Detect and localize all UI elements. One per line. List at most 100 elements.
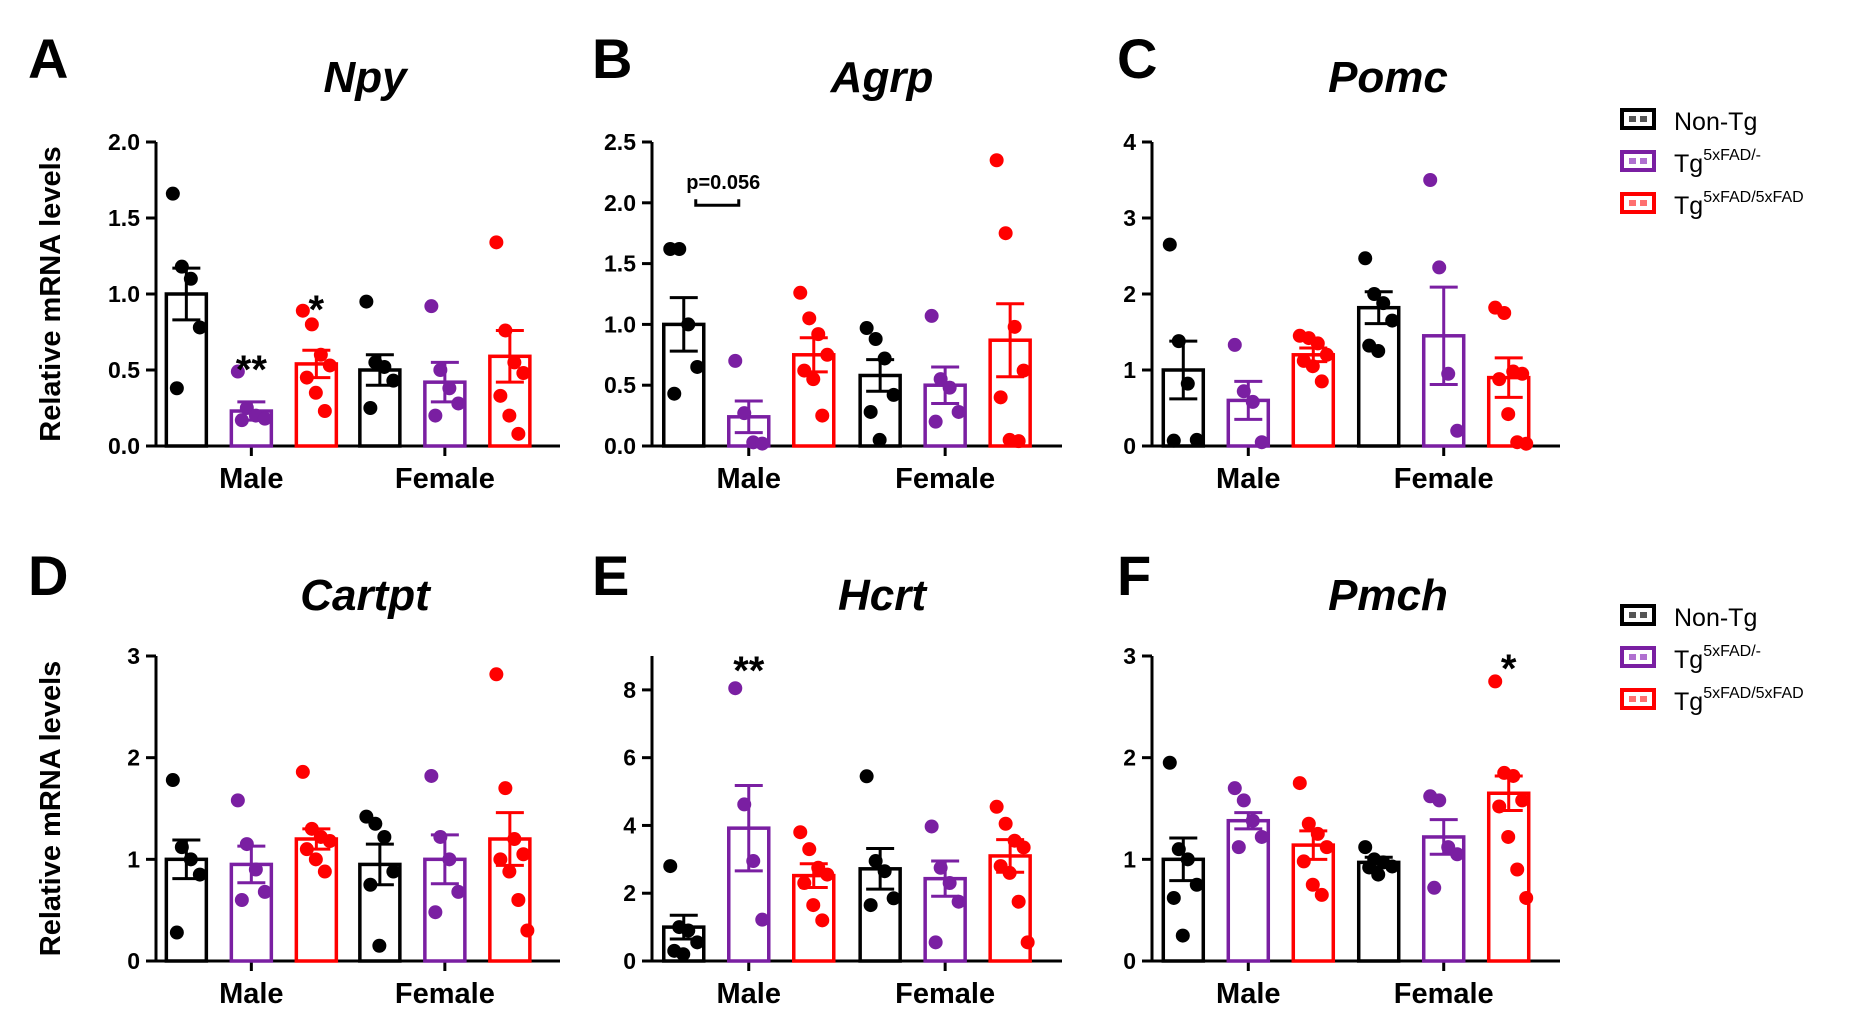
data-point [363,401,378,415]
data-point [507,355,522,370]
data-point [1254,435,1269,450]
data-point [928,414,943,429]
data-point [230,364,245,379]
data-point [928,935,943,950]
legends: Non-TgTg5xFAD/-Tg5xFAD/5xFADNon-TgTg5xFA… [1620,108,1804,716]
legend-swatch-fill [1640,654,1647,660]
y-tick-label: 1.5 [604,251,636,277]
data-point [872,432,887,447]
x-tick-label: Female [395,463,495,495]
data-point [820,867,835,882]
data-point [1310,336,1325,351]
data-point [797,363,812,378]
bar [1356,305,1401,448]
y-tick-label: 3 [127,643,140,669]
data-point [1166,890,1181,905]
y-tick-label: 2 [623,880,636,906]
data-point [1358,840,1373,855]
y-tick-label: 1 [1123,846,1136,872]
legend-swatch-fill [1640,116,1647,122]
panel-label: E [592,544,629,607]
legend-label-superscript: 5xFAD/5xFAD [1703,189,1803,206]
annotation-bracket [694,199,741,207]
data-point [1245,813,1260,828]
data-point [877,864,892,879]
data-point [806,898,821,913]
data-point [755,436,770,451]
data-point [1515,366,1530,381]
panel-title: Hcrt [838,571,928,620]
data-point [1371,344,1386,358]
data-point [1227,337,1242,352]
panel-a: A Npy Relative mRNA levels 0.0 0.5 1.0 1.5 2.0 M… [28,27,560,495]
data-point [520,923,535,938]
data-point [451,884,466,899]
y-tick-label: 0.5 [108,357,140,383]
data-point [1189,432,1204,447]
data-point [998,226,1013,241]
data-point [942,380,957,395]
data-point [1385,313,1400,328]
data-point [516,847,531,862]
data-point [1501,829,1516,844]
bar [1486,791,1531,963]
y-tick-label: 0 [623,948,636,974]
data-point [372,938,387,953]
y-tick-label: 6 [623,745,636,771]
data-point [516,366,531,381]
data-point [322,834,337,849]
data-point [802,842,817,857]
panel-c: C Pomc 0 1 2 3 4 Male Female [1117,27,1560,495]
data-point [672,242,687,257]
y-tick-label: 2.0 [604,190,636,216]
legend-swatch-fill [1629,654,1636,660]
data-point [230,793,245,808]
legend-swatch [1620,646,1656,668]
data-point [507,832,522,846]
x-tick-label: Male [219,978,283,1010]
data-point [737,797,752,812]
y-tick-label: 2.0 [108,129,140,155]
y-tick-label: 2.5 [604,129,636,155]
data-point [793,825,808,840]
data-point [1305,359,1320,374]
x-tick-label: Male [1216,978,1280,1010]
data-point [1016,363,1031,378]
data-point [322,358,337,373]
panel-label: D [28,544,68,607]
data-point [868,854,883,869]
panel-title: Pmch [1328,571,1448,620]
data-point [1358,251,1373,266]
data-point [1423,173,1438,187]
panel-b: B Agrp 0.0 0.5 1.0 1.5 2.0 2.5 Male Female p=0.056 [592,27,1062,495]
panel-title: Pomc [1328,53,1448,102]
panel-label: F [1117,544,1151,607]
data-point [728,681,743,696]
data-point [806,372,821,387]
data-point [1376,296,1391,311]
data-point [308,852,323,867]
data-point [363,877,378,892]
legend-swatch [1620,688,1656,710]
data-point [815,913,830,928]
legend-label-base: Non-Tg [1674,108,1757,136]
data-point [1519,890,1534,905]
data-point [793,285,808,300]
annotation-text: p=0.056 [686,172,760,194]
significance-mark: * [309,288,325,332]
data-point [1506,768,1521,783]
data-point [690,935,705,950]
legend-swatch-fill [1629,696,1636,702]
data-point [1515,793,1530,808]
data-point [234,893,249,907]
data-point [1171,334,1186,349]
legend-swatch [1620,604,1656,626]
data-point [1296,854,1311,869]
data-point [1016,840,1031,855]
data-point [1427,880,1442,895]
data-point [1371,867,1386,882]
data-point [1301,816,1316,831]
legend-label-base: Tg [1674,150,1703,178]
data-point [424,299,439,314]
